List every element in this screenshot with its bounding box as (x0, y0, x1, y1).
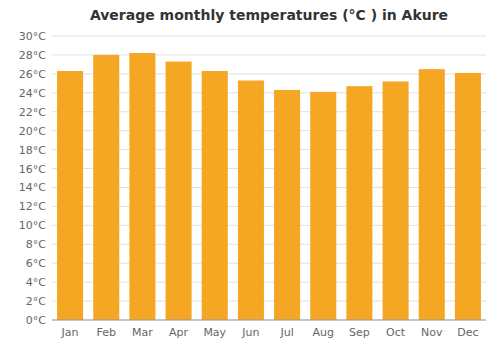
x-tick-label: Feb (97, 326, 116, 339)
x-tick-label: Aug (313, 326, 334, 339)
bars (57, 53, 481, 320)
chart-container: Average monthly temperatures (°C ) in Ak… (0, 0, 500, 350)
bar (455, 73, 481, 320)
x-axis: Jan Feb Mar Apr May Jun Jul Aug Sep Oct Nov Dec (52, 320, 486, 339)
bar (310, 92, 336, 320)
x-tick-label: Mar (132, 326, 153, 339)
x-tick-label: Sep (349, 326, 370, 339)
y-tick-label: 22°C (19, 106, 46, 119)
y-tick-label: 10°C (19, 219, 46, 232)
y-tick-label: 20°C (19, 125, 46, 138)
bar (93, 55, 119, 320)
y-tick-label: 0°C (26, 314, 46, 327)
y-tick-label: 2°C (26, 295, 46, 308)
y-axis: 0°C 2°C 4°C 6°C 8°C 10°C 12°C 14°C 16°C 18°C 20°C 2… (19, 30, 486, 327)
bar (419, 69, 445, 320)
bar (129, 53, 155, 320)
chart-svg: Average monthly temperatures (°C ) in Ak… (0, 0, 500, 350)
y-tick-label: 6°C (26, 257, 46, 270)
y-tick-label: 12°C (19, 200, 46, 213)
y-tick-label: 14°C (19, 181, 46, 194)
y-tick-label: 16°C (19, 163, 46, 176)
bar (383, 81, 409, 320)
y-tick-label: 24°C (19, 87, 46, 100)
y-tick-label: 18°C (19, 144, 46, 157)
bar (238, 80, 264, 320)
bar (202, 71, 228, 320)
title: Average monthly temperatures (°C ) in Ak… (90, 7, 448, 23)
x-tick-label: Jul (279, 326, 293, 339)
y-tick-label: 28°C (19, 49, 46, 62)
x-tick-label: Jan (61, 326, 79, 339)
x-tick-label: May (203, 326, 226, 339)
x-tick-label: Jun (241, 326, 259, 339)
y-tick-label: 8°C (26, 238, 46, 251)
bar (346, 86, 372, 320)
x-tick-label: Apr (169, 326, 189, 339)
y-tick-label: 4°C (26, 276, 46, 289)
bar (274, 90, 300, 320)
bar (57, 71, 83, 320)
bar (166, 62, 192, 320)
x-tick-label: Dec (457, 326, 478, 339)
x-tick-label: Nov (421, 326, 443, 339)
x-tick-label: Oct (386, 326, 406, 339)
grid-line (52, 320, 486, 321)
y-tick-label: 26°C (19, 68, 46, 81)
y-tick-label: 30°C (19, 30, 46, 43)
grid-line (52, 36, 486, 37)
x-axis-line (52, 320, 486, 321)
